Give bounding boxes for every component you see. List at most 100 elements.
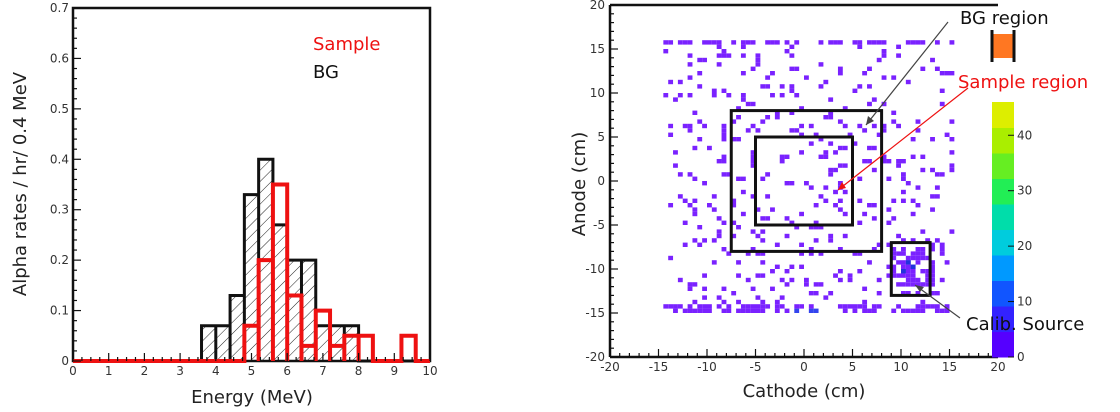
hit-cell xyxy=(721,53,727,58)
hit-cell xyxy=(721,88,727,93)
hit-cell xyxy=(920,308,926,313)
hit-cell xyxy=(687,172,693,177)
hit-cell xyxy=(774,308,780,313)
hit-cell xyxy=(745,128,751,133)
hit-cell xyxy=(721,172,727,177)
hit-cell xyxy=(765,40,771,45)
hit-cell xyxy=(736,225,741,230)
hit-cell xyxy=(682,308,688,313)
map-y-tick-labels: -20 -15 -10 -5 0 5 10 15 20 xyxy=(585,0,605,364)
y-tick-label: 0.5 xyxy=(50,102,69,116)
hit-cell xyxy=(740,71,746,76)
hit-cell xyxy=(750,163,756,168)
hit-cell xyxy=(755,251,761,256)
hit-cell xyxy=(702,181,707,186)
hit-cell xyxy=(867,260,872,265)
hit-cell xyxy=(731,220,737,225)
sample-region-label: Sample region xyxy=(958,72,1088,93)
hit-cell xyxy=(915,128,921,133)
hit-cell xyxy=(842,233,848,239)
hit-cell xyxy=(842,211,848,217)
hit-cell xyxy=(915,308,921,313)
hit-cell xyxy=(808,123,814,129)
hit-cell xyxy=(896,260,901,265)
hit-cell xyxy=(949,150,955,155)
histogram-x-axis-title: Energy (MeV) xyxy=(191,387,313,408)
hit-cell xyxy=(750,66,756,71)
hit-cell xyxy=(886,220,892,225)
hit-cell xyxy=(833,167,838,173)
hit-cell xyxy=(939,172,945,177)
hit-cell xyxy=(934,40,940,45)
hit-cell xyxy=(755,57,761,63)
hit-cell xyxy=(740,211,746,217)
hit-cell xyxy=(799,150,804,155)
hit-cell xyxy=(770,207,775,212)
hit-cell xyxy=(910,238,916,243)
hit-cell xyxy=(915,40,921,45)
y-tick-label: 0.7 xyxy=(50,1,69,15)
hit-cell xyxy=(731,203,737,208)
y-tick-label: 0.1 xyxy=(50,304,69,318)
hit-cell xyxy=(915,291,921,296)
hit-cell xyxy=(779,159,785,164)
x-tick-label: 8 xyxy=(355,364,363,378)
hit-cell xyxy=(818,137,824,142)
hit-cell xyxy=(891,255,897,261)
hit-cell xyxy=(901,251,906,256)
hit-cell xyxy=(794,225,800,230)
hit-cell xyxy=(910,255,916,261)
hit-cell xyxy=(876,132,882,137)
hit-cell xyxy=(818,62,824,67)
hit-cell xyxy=(896,233,901,239)
hit-cell xyxy=(871,97,877,102)
hit-cell xyxy=(716,40,722,45)
hit-cell xyxy=(920,154,926,159)
hit-cell xyxy=(731,198,737,203)
hit-cell xyxy=(915,203,921,208)
hit-cell xyxy=(871,145,877,151)
hit-cell xyxy=(682,123,688,129)
hit-cell xyxy=(755,308,761,313)
hit-cell xyxy=(905,264,911,269)
colorbar-segment xyxy=(992,280,1014,307)
hit-cell xyxy=(760,260,766,265)
colorbar-tick-label: 40 xyxy=(1017,128,1032,142)
hit-cell xyxy=(910,277,916,283)
hit-cell xyxy=(668,123,674,129)
bg-bin-fill xyxy=(244,194,259,361)
x-tick-label: 5 xyxy=(849,360,857,374)
legend-bg: BG xyxy=(313,62,339,83)
hit-cell xyxy=(736,176,741,181)
hit-cell xyxy=(930,269,935,274)
hit-cell xyxy=(765,84,771,89)
hit-cell xyxy=(731,40,737,45)
hit-cell xyxy=(716,159,722,164)
hit-cell xyxy=(949,163,955,168)
hit-cell xyxy=(925,282,931,287)
hit-cell xyxy=(789,53,795,58)
hit-cell xyxy=(677,277,683,283)
hit-cell xyxy=(721,286,727,291)
hit-cell xyxy=(891,119,897,124)
hit-cell xyxy=(755,273,761,278)
hit-cell xyxy=(891,273,897,278)
hit-cell xyxy=(711,40,717,45)
hit-cell xyxy=(930,291,935,296)
hit-cell xyxy=(876,242,882,247)
hit-cell xyxy=(687,304,693,309)
hit-cell xyxy=(682,40,688,45)
hit-cell xyxy=(934,308,940,313)
hit-cell xyxy=(828,167,834,173)
hit-cell xyxy=(871,216,877,221)
hit-cell xyxy=(847,304,853,309)
hit-cell xyxy=(901,159,906,164)
sample-region-arrow xyxy=(837,87,969,191)
x-tick-label: 4 xyxy=(212,364,220,378)
hit-cell xyxy=(697,225,703,230)
hit-cell xyxy=(740,40,746,45)
hit-cell xyxy=(891,198,897,203)
hit-cells xyxy=(663,40,955,313)
bg-region-arrow xyxy=(865,21,949,126)
hit-cell xyxy=(716,295,722,300)
